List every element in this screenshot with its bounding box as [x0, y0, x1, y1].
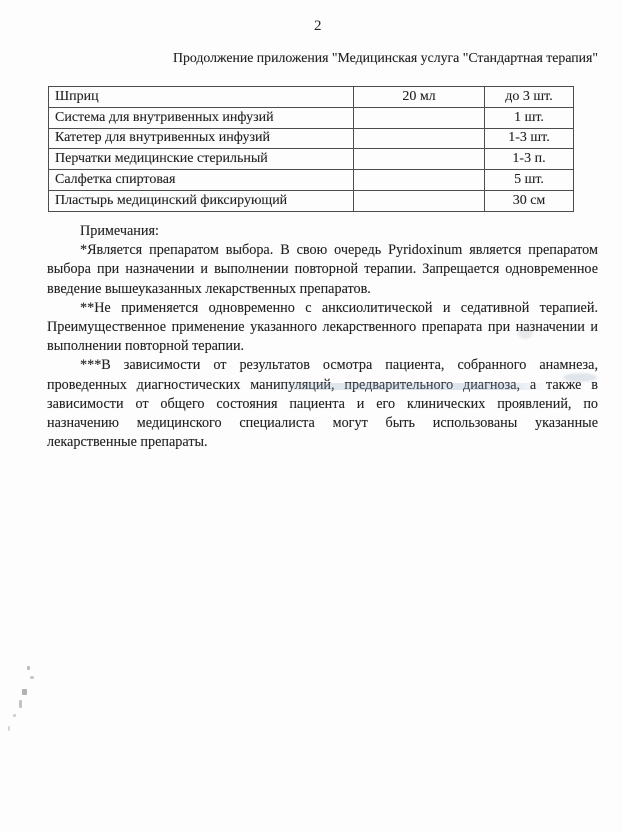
note-double-asterisk: **Не применяется одновременно с анксиоли… [47, 299, 598, 355]
item-name-cell: Система для внутривенных инфузий [48, 106, 354, 129]
page-number: 2 [314, 18, 322, 34]
item-name-cell: Катетер для внутривенных инфузий [48, 127, 354, 150]
notes-heading: Примечания: [80, 223, 159, 239]
item-quantity-cell: 1-3 шт. [484, 127, 574, 150]
item-volume-cell [353, 169, 485, 191]
table-row-iv-system: Система для внутривенных инфузий 1 шт. [48, 106, 574, 129]
item-name-cell: Шприц [48, 86, 354, 108]
item-volume-cell [353, 148, 485, 171]
scan-speck-artifact [22, 689, 27, 695]
item-quantity-cell: 30 см [484, 189, 574, 212]
item-quantity-cell: 5 шт. [484, 169, 574, 191]
item-name-cell: Перчатки медицинские стерильный [48, 148, 354, 171]
appendix-continuation-title: Продолжение приложения "Медицинская услу… [172, 50, 598, 65]
table-body: Шприц 20 мл до 3 шт. Система для внутрив… [48, 86, 574, 212]
item-volume-cell [353, 106, 485, 129]
item-name-cell: Салфетка спиртовая [48, 169, 354, 191]
table-row-alcohol-wipe: Салфетка спиртовая 5 шт. [48, 169, 574, 191]
note-single-asterisk: *Является препаратом выбора. В свою очер… [47, 242, 598, 297]
table-row-medical-plaster: Пластырь медицинский фиксирующий 30 см [48, 189, 574, 212]
scan-speck-artifact [30, 676, 34, 679]
item-name-cell: Пластырь медицинский фиксирующий [48, 189, 354, 212]
item-volume-cell [353, 189, 485, 212]
item-volume-cell [353, 127, 485, 150]
item-quantity-cell: до 3 шт. [484, 86, 574, 108]
scan-speck-artifact [27, 666, 30, 670]
scan-speck-artifact [8, 726, 10, 731]
table-row-syringe: Шприц 20 мл до 3 шт. [48, 86, 574, 108]
table-row-sterile-gloves: Перчатки медицинские стерильный 1-3 п. [48, 148, 574, 171]
note-triple-asterisk: ***В зависимости от результатов осмотра … [47, 357, 598, 451]
scan-speck-artifact [13, 714, 16, 717]
scan-speck-artifact [19, 700, 22, 708]
item-volume-cell: 20 мл [353, 86, 485, 108]
table-row-iv-catheter: Катетер для внутривенных инфузий 1-3 шт. [48, 127, 574, 150]
notes-section: Примечания: *Является препаратом выбора.… [47, 222, 598, 452]
medical-supplies-table: Шприц 20 мл до 3 шт. Система для внутрив… [48, 86, 574, 212]
item-quantity-cell: 1 шт. [484, 106, 574, 129]
item-quantity-cell: 1-3 п. [484, 148, 574, 171]
